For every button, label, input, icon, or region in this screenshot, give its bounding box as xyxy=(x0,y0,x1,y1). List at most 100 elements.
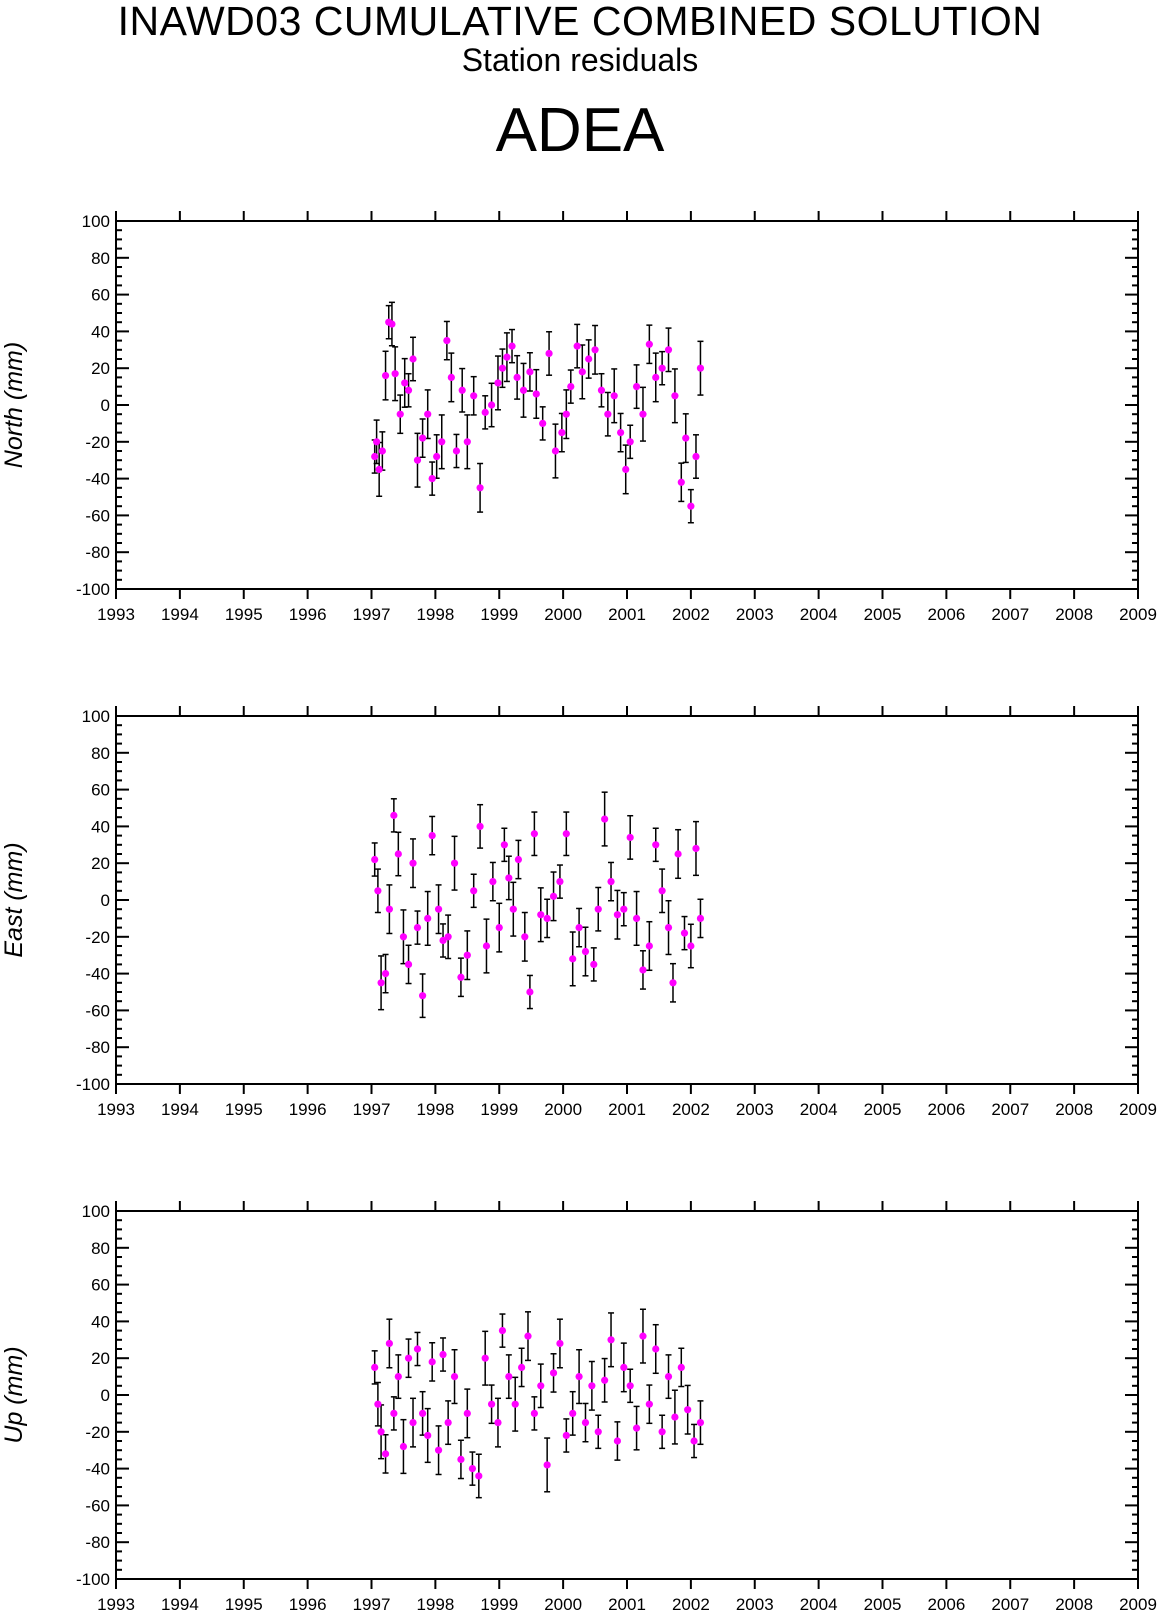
data-point xyxy=(620,1363,628,1371)
y-tick-label: 60 xyxy=(91,286,110,305)
data-point xyxy=(632,383,641,391)
y-axis-title: East (mm) xyxy=(0,842,28,957)
data-point xyxy=(434,905,443,913)
y-tick-label: 80 xyxy=(91,1239,110,1258)
y-axis-title: Up (mm) xyxy=(0,1346,28,1443)
x-tick-label: 1996 xyxy=(289,1100,327,1119)
y-axis-title: North (mm) xyxy=(0,342,28,468)
data-point xyxy=(494,1419,502,1427)
data-point xyxy=(509,905,517,913)
x-tick-label: 2009 xyxy=(1119,1595,1157,1614)
data-point xyxy=(549,892,558,900)
x-tick-label: 2000 xyxy=(544,605,582,624)
data-point xyxy=(543,1461,551,1469)
y-tick-label: -40 xyxy=(85,470,110,489)
data-point xyxy=(607,878,615,886)
data-point xyxy=(696,364,705,372)
data-point xyxy=(438,438,446,446)
y-tick-label: -100 xyxy=(76,580,110,599)
plot-frame xyxy=(115,715,1139,1085)
y-tick-label: 20 xyxy=(91,1349,110,1368)
data-point xyxy=(578,368,586,376)
x-tick-label: 2001 xyxy=(608,1595,646,1614)
data-point xyxy=(562,410,570,418)
data-point xyxy=(470,392,478,400)
data-point xyxy=(508,342,516,350)
data-point xyxy=(450,859,459,867)
data-point xyxy=(671,1413,679,1421)
data-point xyxy=(692,452,700,461)
data-point xyxy=(594,1428,602,1436)
data-point xyxy=(620,905,628,913)
data-point xyxy=(457,973,465,981)
y-tick-label: 0 xyxy=(101,396,110,415)
data-point xyxy=(658,364,666,372)
up-panel: 100 80 60 40 20 0 -20 -40 -60 -80 -100 1993 1994 1995… xyxy=(0,1201,1157,1614)
data-point xyxy=(498,1327,507,1335)
x-tick-label: 2007 xyxy=(991,1100,1029,1119)
x-tick-label: 2001 xyxy=(608,1100,646,1119)
data-point xyxy=(470,887,478,895)
data-point xyxy=(532,390,540,398)
data-point xyxy=(404,960,413,969)
data-point xyxy=(452,447,461,455)
data-point xyxy=(645,1400,653,1408)
data-point xyxy=(419,992,427,1000)
x-tick-label: 1996 xyxy=(289,605,327,624)
plot-frame xyxy=(115,220,1139,590)
x-tick-label: 2006 xyxy=(927,605,965,624)
x-tick-label: 2002 xyxy=(672,1100,710,1119)
x-tick-label: 1998 xyxy=(416,1595,454,1614)
data-point xyxy=(377,979,385,987)
data-point xyxy=(487,401,496,409)
y-tick-label: 100 xyxy=(82,212,110,231)
data-point xyxy=(385,905,393,913)
y-tick-label: 80 xyxy=(91,744,110,763)
data-point xyxy=(639,966,647,974)
data-point xyxy=(518,1363,526,1371)
x-tick-label: 2008 xyxy=(1055,605,1093,624)
x-tick-label: 1998 xyxy=(416,605,454,624)
data-point xyxy=(450,1373,459,1381)
data-point xyxy=(377,1428,385,1436)
data-point xyxy=(622,465,630,473)
data-point xyxy=(482,942,491,950)
data-point xyxy=(521,933,529,941)
data-point xyxy=(413,1345,422,1353)
data-point xyxy=(551,447,560,455)
y-tick-label: 60 xyxy=(91,1276,110,1295)
data-point xyxy=(690,1437,698,1445)
data-point xyxy=(652,373,660,381)
x-tick-label: 1997 xyxy=(353,1100,391,1119)
chart-subtitle: Station residuals xyxy=(461,42,699,78)
x-tick-label: 1994 xyxy=(161,1100,199,1119)
x-tick-label: 2009 xyxy=(1119,605,1157,624)
data-point xyxy=(613,911,622,919)
data-point xyxy=(447,373,455,381)
data-point xyxy=(476,484,484,492)
x-tick-label: 2005 xyxy=(864,1100,902,1119)
y-tick-label: -100 xyxy=(76,1570,110,1589)
data-point xyxy=(439,936,447,945)
data-point xyxy=(658,1428,666,1436)
y-tick-label: 40 xyxy=(91,817,110,836)
data-point xyxy=(375,465,383,473)
data-point xyxy=(489,878,497,886)
y-tick-label: 20 xyxy=(91,359,110,378)
x-tick-label: 1995 xyxy=(225,1100,263,1119)
y-tick-label: -60 xyxy=(85,1496,110,1515)
data-point xyxy=(381,1450,390,1458)
data-point xyxy=(494,379,502,387)
data-point xyxy=(443,337,451,345)
y-tick-label: 60 xyxy=(91,781,110,800)
y-tick-label: -40 xyxy=(85,965,110,984)
data-point xyxy=(674,850,682,858)
data-point xyxy=(424,410,432,418)
data-point xyxy=(428,475,436,483)
data-point xyxy=(601,1376,609,1384)
data-point xyxy=(590,960,598,969)
x-tick-label: 1996 xyxy=(289,1595,327,1614)
data-point xyxy=(594,905,602,913)
data-point xyxy=(604,410,612,418)
data-point xyxy=(617,429,625,437)
